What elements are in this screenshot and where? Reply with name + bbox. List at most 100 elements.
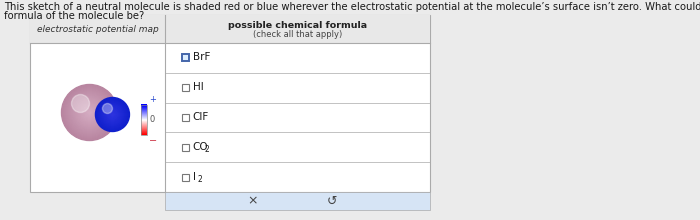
Text: formula of the molecule be?: formula of the molecule be? — [4, 11, 144, 21]
Bar — [30, 15, 165, 43]
Circle shape — [104, 106, 120, 123]
Circle shape — [99, 101, 125, 128]
Bar — [141, 122, 147, 123]
Bar — [141, 107, 147, 108]
Text: electrostatic potential map: electrostatic potential map — [36, 24, 158, 33]
Circle shape — [66, 90, 113, 136]
Text: 2: 2 — [204, 145, 209, 154]
Text: ClF: ClF — [193, 112, 209, 122]
Bar — [141, 119, 147, 121]
Circle shape — [97, 99, 129, 130]
Circle shape — [74, 97, 104, 128]
Circle shape — [99, 101, 127, 128]
Bar — [141, 127, 147, 128]
Bar — [141, 105, 147, 106]
Circle shape — [76, 99, 102, 125]
Bar — [141, 111, 147, 112]
Bar — [141, 117, 147, 119]
Circle shape — [106, 108, 118, 121]
Circle shape — [71, 94, 108, 132]
Text: ↺: ↺ — [327, 194, 337, 207]
Bar — [141, 121, 147, 123]
Circle shape — [62, 86, 116, 139]
Bar — [141, 112, 147, 114]
Text: HI: HI — [193, 82, 203, 92]
Text: possible chemical formula: possible chemical formula — [228, 20, 367, 29]
Bar — [141, 128, 147, 130]
Circle shape — [108, 110, 118, 119]
Circle shape — [85, 108, 94, 117]
Bar — [165, 192, 430, 210]
Bar — [141, 120, 147, 121]
Circle shape — [101, 103, 125, 126]
Bar — [181, 144, 188, 151]
Circle shape — [83, 106, 95, 119]
Bar — [141, 126, 147, 128]
Text: CO: CO — [193, 142, 208, 152]
Circle shape — [97, 99, 127, 130]
Circle shape — [85, 108, 95, 117]
Circle shape — [80, 103, 99, 121]
Bar — [30, 15, 430, 192]
Bar — [181, 84, 188, 91]
Bar — [141, 106, 147, 108]
Circle shape — [83, 106, 97, 119]
Circle shape — [71, 95, 90, 112]
Bar — [141, 133, 147, 134]
Bar — [141, 108, 147, 110]
Bar — [141, 116, 147, 117]
Circle shape — [64, 86, 116, 139]
Circle shape — [76, 99, 104, 126]
Text: (check all that apply): (check all that apply) — [253, 29, 342, 38]
Bar — [141, 104, 147, 134]
Bar — [141, 109, 147, 110]
Bar — [141, 118, 147, 119]
Bar — [181, 174, 188, 181]
Circle shape — [106, 108, 120, 121]
Bar — [165, 15, 430, 43]
Text: This sketch of a neutral molecule is shaded red or blue wherever the electrostat: This sketch of a neutral molecule is sha… — [4, 2, 700, 12]
Circle shape — [78, 101, 102, 125]
Circle shape — [81, 104, 97, 121]
Circle shape — [71, 95, 108, 130]
Bar — [141, 104, 147, 106]
Circle shape — [88, 110, 92, 114]
Circle shape — [95, 97, 130, 132]
Bar — [141, 115, 147, 117]
Text: −: − — [149, 136, 157, 145]
Circle shape — [102, 103, 113, 114]
Text: BrF: BrF — [193, 52, 210, 62]
Circle shape — [108, 110, 116, 119]
Bar — [141, 130, 147, 132]
Bar — [181, 114, 188, 121]
Circle shape — [69, 92, 109, 132]
Circle shape — [111, 112, 115, 117]
Text: 0: 0 — [149, 115, 154, 124]
Circle shape — [78, 101, 101, 123]
Circle shape — [88, 112, 90, 114]
Circle shape — [66, 88, 113, 136]
Circle shape — [104, 106, 122, 123]
Bar — [141, 125, 147, 126]
Text: 2: 2 — [198, 175, 203, 184]
Bar — [141, 110, 147, 112]
Bar — [141, 131, 147, 132]
Bar — [141, 129, 147, 130]
Circle shape — [111, 114, 113, 116]
Circle shape — [67, 90, 111, 134]
Bar — [141, 114, 147, 116]
Circle shape — [62, 84, 118, 141]
Text: +: + — [149, 95, 156, 103]
Text: I: I — [193, 172, 195, 181]
Circle shape — [109, 112, 116, 117]
Circle shape — [87, 110, 92, 116]
Circle shape — [74, 97, 106, 128]
Bar — [141, 123, 147, 125]
Circle shape — [69, 92, 111, 134]
Circle shape — [73, 95, 106, 130]
Bar — [141, 124, 147, 125]
Bar — [141, 113, 147, 114]
Bar — [181, 54, 188, 61]
Circle shape — [102, 104, 122, 125]
Text: ×: × — [247, 194, 258, 207]
